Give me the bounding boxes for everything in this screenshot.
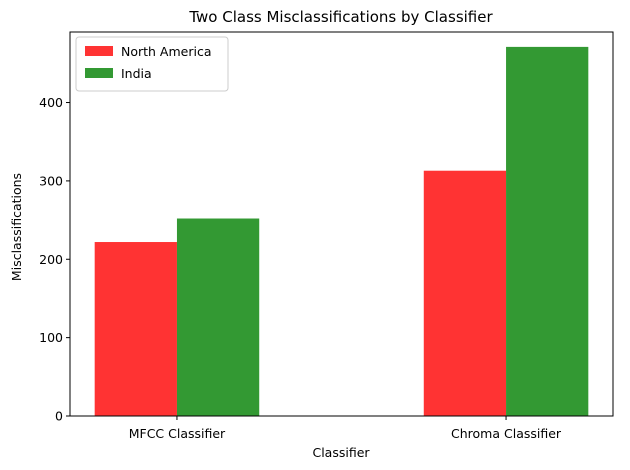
y-tick-label: 0 bbox=[55, 409, 63, 424]
y-tick-label: 400 bbox=[39, 95, 63, 110]
plot-frame bbox=[69, 31, 614, 417]
bar-north-america-1 bbox=[423, 170, 507, 416]
x-tick-label: Chroma Classifier bbox=[451, 426, 562, 441]
bar-north-america-0 bbox=[94, 242, 177, 416]
legend: North America India bbox=[75, 36, 229, 92]
y-tick-label: 100 bbox=[39, 330, 63, 345]
legend-swatch bbox=[85, 46, 113, 56]
chart-title: Two Class Misclassifications by Classifi… bbox=[188, 8, 493, 26]
x-axis-label: Classifier bbox=[312, 445, 370, 460]
legend-label: India bbox=[121, 66, 152, 81]
axes: 0 100 200 300 400 MFCC Classifier Chroma Clas… bbox=[39, 31, 614, 441]
bar-india-1 bbox=[506, 46, 589, 416]
y-axis-label: Misclassifications bbox=[9, 173, 24, 281]
legend-box bbox=[75, 36, 229, 92]
bar-india-0 bbox=[176, 218, 260, 416]
legend-swatch bbox=[85, 68, 113, 78]
y-tick-label: 300 bbox=[39, 173, 63, 188]
y-tick-label: 200 bbox=[39, 252, 63, 267]
x-tick-label: MFCC Classifier bbox=[129, 426, 226, 441]
legend-label: North America bbox=[121, 44, 212, 59]
y-axis-ticks: 0 100 200 300 400 bbox=[39, 95, 70, 424]
bars-group bbox=[94, 46, 589, 416]
x-axis-ticks: MFCC Classifier Chroma Classifier bbox=[129, 416, 562, 441]
